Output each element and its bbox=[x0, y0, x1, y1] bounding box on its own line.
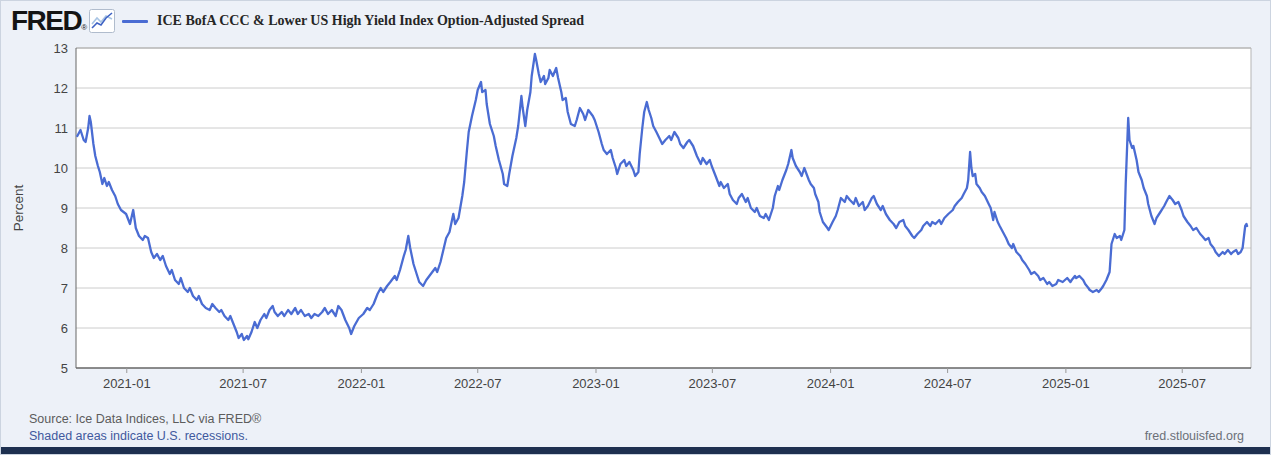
footer-bar bbox=[1, 447, 1270, 454]
x-tick-label: 2025-07 bbox=[1158, 376, 1206, 391]
registered-mark: ® bbox=[81, 23, 87, 32]
y-tick-label: 12 bbox=[54, 81, 68, 96]
x-tick-label: 2021-01 bbox=[103, 376, 151, 391]
y-tick-label: 5 bbox=[61, 361, 68, 376]
source-note: Source: Ice Data Indices, LLC via FRED® bbox=[29, 411, 261, 427]
x-tick-label: 2023-07 bbox=[688, 376, 736, 391]
chart-header: FRED® ICE BofA CCC & Lower US High Yield… bbox=[1, 1, 1270, 41]
x-tick-label: 2021-07 bbox=[219, 376, 267, 391]
time-series-chart[interactable]: 5 6 7 8 9 10 11 12 13 Percent 2021-01 2021-07 2022-0… bbox=[1, 1, 1271, 455]
legend-line-swatch bbox=[122, 20, 148, 23]
fred-graph-icon bbox=[89, 9, 115, 33]
site-link[interactable]: fred.stlouisfed.org bbox=[1145, 428, 1244, 444]
y-tick-label: 13 bbox=[54, 41, 68, 56]
fred-logo[interactable]: FRED® bbox=[11, 7, 87, 42]
x-tick-label: 2022-01 bbox=[338, 376, 386, 391]
y-tick-label: 7 bbox=[61, 281, 68, 296]
recessions-link[interactable]: Shaded areas indicate U.S. recessions. bbox=[29, 428, 248, 444]
series-title[interactable]: ICE BofA CCC & Lower US High Yield Index… bbox=[157, 13, 584, 29]
x-tick-label: 2024-07 bbox=[924, 376, 972, 391]
y-axis-title: Percent bbox=[11, 184, 26, 231]
x-tick-label: 2024-01 bbox=[807, 376, 855, 391]
y-tick-label: 9 bbox=[61, 201, 68, 216]
x-tick-label: 2022-07 bbox=[454, 376, 502, 391]
chart-legend: ICE BofA CCC & Lower US High Yield Index… bbox=[122, 13, 584, 29]
x-tick-label: 2023-01 bbox=[572, 376, 620, 391]
y-tick-label: 8 bbox=[61, 241, 68, 256]
y-tick-label: 11 bbox=[55, 121, 69, 136]
fred-logo-text: FRED bbox=[11, 5, 81, 36]
y-tick-label: 6 bbox=[61, 321, 68, 336]
y-tick-label: 10 bbox=[54, 161, 68, 176]
fred-chart-widget: 5 6 7 8 9 10 11 12 13 Percent 2021-01 2021-07 2022-0… bbox=[0, 0, 1271, 455]
x-tick-label: 2025-01 bbox=[1042, 376, 1090, 391]
